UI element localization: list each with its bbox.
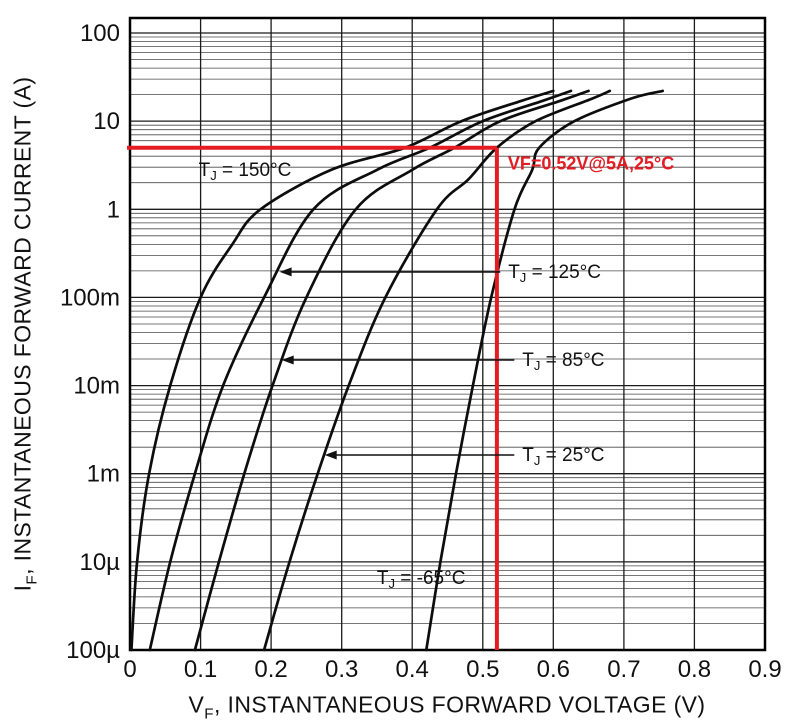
curve-label-2: TJ = 85°C [522,350,604,373]
x-axis-title-subscript: F [204,705,214,723]
x-tick-label: 0.4 [396,656,429,683]
x-tick-label: 0.3 [325,656,358,683]
x-tick-label: 0.1 [184,656,217,683]
y-tick-label: 100µ [66,637,120,664]
curve-tj-85-c [193,89,590,652]
vf-annotation: VF=0.52V@5A,25°C [127,145,674,650]
y-tick-label: 100 [80,20,120,47]
y-tick-label: 10µ [79,549,120,576]
label-arrow-head [324,450,337,460]
curve-label-3: TJ = 25°C [522,445,604,468]
label-arrow-head [279,267,292,277]
annotation-label: VF=0.52V@5A,25°C [508,154,674,174]
y-tick-label: 100m [60,284,120,311]
y-tick-labels: 100 10 1 100m 10m 1m 10µ 100µ [60,20,120,664]
y-axis-title-subscript: F [23,574,41,585]
curve-tj-65-c [424,89,665,652]
y-axis-title-text: , INSTANTANEOUS FORWARD CURRENT (A) [9,76,36,575]
x-tick-label: 0.6 [537,656,570,683]
x-tick-label: 0.2 [254,656,287,683]
x-tick-label: 0.7 [607,656,640,683]
x-tick-labels: 0 0.1 0.2 0.3 0.4 0.5 0.6 0.7 0.8 0.9 [123,656,781,683]
y-axis-title: IF, INSTANTANEOUS FORWARD CURRENT (A) [10,77,41,592]
x-tick-label: 0 [123,656,136,683]
curve-tj-150-c [130,89,555,652]
curve-label-1: TJ = 125°C [508,262,601,285]
y-tick-label: 10 [93,108,120,135]
x-tick-label: 0.9 [748,656,781,683]
curve-label-4: TJ = -65°C [377,568,466,591]
x-tick-label: 0.8 [678,656,711,683]
y-tick-label: 10m [73,373,120,400]
curve-label-0: TJ = 150°C [199,160,292,183]
y-tick-label: 1m [87,461,120,488]
x-axis-title-text: , INSTANTANEOUS FORWARD VOLTAGE (V) [213,691,706,718]
y-tick-label: 1 [107,196,120,223]
grid-major [129,18,766,651]
label-arrow-head [281,355,294,365]
curve-labels: TJ = 150°C TJ = 125°C TJ = 85°C TJ = 25°C TJ… [199,160,605,591]
curves [130,89,665,652]
curve-tj-25-c [262,89,612,652]
x-axis-title: VF, INSTANTANEOUS FORWARD VOLTAGE (V) [189,692,706,723]
curve-tj-125-c [148,89,573,652]
y-axis-title-symbol: I [9,584,36,592]
x-tick-label: 0.5 [466,656,499,683]
plot-frame [128,16,767,652]
x-axis-title-symbol: V [188,691,205,718]
